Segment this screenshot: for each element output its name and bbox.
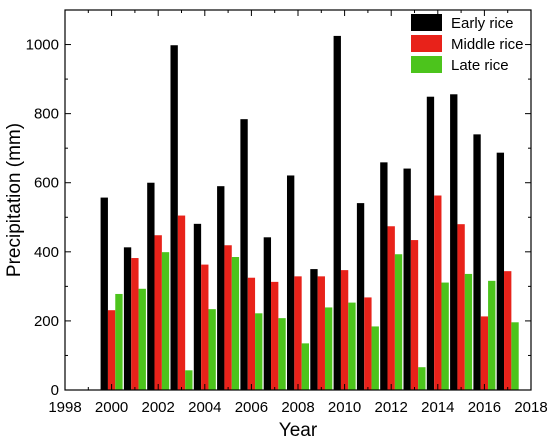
bar-early-rice-2005 [217,186,225,390]
legend-label-early-rice: Early rice [451,15,514,32]
y-tick-label: 200 [34,313,59,330]
bar-middle-rice-2003 [177,215,186,390]
legend: Early rice Middle rice Late rice [411,14,524,74]
bar-early-rice-2017 [496,152,505,390]
bar-early-rice-2001 [123,247,132,390]
bar-late-rice-2007 [278,318,286,390]
bar-middle-rice-2011 [364,297,372,390]
bar-late-rice-2012 [394,254,403,390]
ticks-layer [64,10,532,391]
bar-early-rice-2009 [310,269,318,390]
legend-swatch-middle-rice [411,35,442,52]
bar-late-rice-2006 [255,313,263,390]
x-tick-label: 2018 [514,399,547,416]
bar-middle-rice-2012 [387,226,395,390]
bar-late-rice-2005 [231,257,240,390]
bar-late-rice-2016 [488,280,496,390]
bar-late-rice-2017 [511,322,519,390]
legend-label-late-rice: Late rice [451,57,509,74]
y-tick-label: 400 [34,244,59,261]
y-tick-labels: 0 200 400 600 800 1000 [26,37,59,399]
y-tick-label: 0 [51,382,59,399]
bar-late-rice-2014 [441,282,449,390]
y-axis-title: Precipitation (mm) [4,123,25,277]
bar-middle-rice-2007 [271,281,279,390]
bar-middle-rice-2015 [457,224,465,390]
bar-middle-rice-2009 [317,276,325,390]
bar-early-rice-2002 [147,182,155,390]
bar-early-rice-2004 [193,223,202,390]
bar-middle-rice-2013 [410,240,419,390]
bar-middle-rice-2014 [434,195,442,390]
bar-late-rice-2015 [464,273,473,390]
bar-middle-rice-2017 [504,271,512,390]
x-tick-label: 2006 [235,399,268,416]
bar-early-rice-2010 [333,35,341,391]
x-tick-label: 2004 [188,399,221,416]
y-tick-label: 800 [34,106,59,123]
bar-middle-rice-2000 [107,310,116,390]
y-tick-label: 1000 [26,37,59,54]
bar-early-rice-2011 [356,203,365,390]
legend-swatch-early-rice [411,14,442,31]
x-tick-label: 1998 [48,399,81,416]
x-tick-label: 2012 [375,399,408,416]
bar-early-rice-2006 [240,119,248,390]
bar-late-rice-2011 [371,326,379,390]
bar-early-rice-2013 [403,168,411,390]
bars-layer [100,35,519,391]
bar-middle-rice-2006 [247,277,256,390]
bar-middle-rice-2016 [480,316,489,390]
bar-late-rice-2009 [324,307,333,390]
bar-late-rice-2001 [138,288,146,390]
bar-middle-rice-2010 [340,270,349,390]
bar-late-rice-2010 [348,302,356,390]
x-tick-label: 2016 [468,399,501,416]
legend-label-middle-rice: Middle rice [451,36,524,53]
bar-late-rice-2002 [161,252,170,390]
bar-early-rice-2000 [100,197,108,390]
bar-late-rice-2008 [301,343,310,390]
x-tick-label: 2002 [142,399,175,416]
bar-late-rice-2003 [185,370,193,390]
bar-early-rice-2008 [286,175,295,390]
bar-early-rice-2012 [380,162,388,390]
x-tick-label: 2000 [95,399,128,416]
bar-middle-rice-2001 [131,258,139,390]
bar-late-rice-2013 [418,367,426,390]
bar-early-rice-2015 [450,94,458,391]
y-tick-label: 600 [34,175,59,192]
bar-late-rice-2000 [115,293,123,390]
x-tick-label: 2008 [281,399,314,416]
bar-middle-rice-2004 [201,264,209,390]
bar-middle-rice-2005 [224,245,232,390]
x-tick-label: 2010 [328,399,361,416]
bar-early-rice-2003 [170,45,178,391]
x-tick-labels: 1998 2000 2002 2004 2006 2008 2010 2012 2014 2016… [48,399,547,416]
bar-middle-rice-2008 [294,276,302,390]
legend-swatch-late-rice [411,56,442,73]
bar-early-rice-2016 [473,134,481,390]
x-tick-label: 2014 [421,399,454,416]
bar-late-rice-2004 [208,309,216,390]
bar-middle-rice-2002 [154,235,162,390]
x-axis-title: Year [279,420,318,441]
bar-early-rice-2014 [426,96,435,390]
bar-early-rice-2007 [263,237,272,390]
